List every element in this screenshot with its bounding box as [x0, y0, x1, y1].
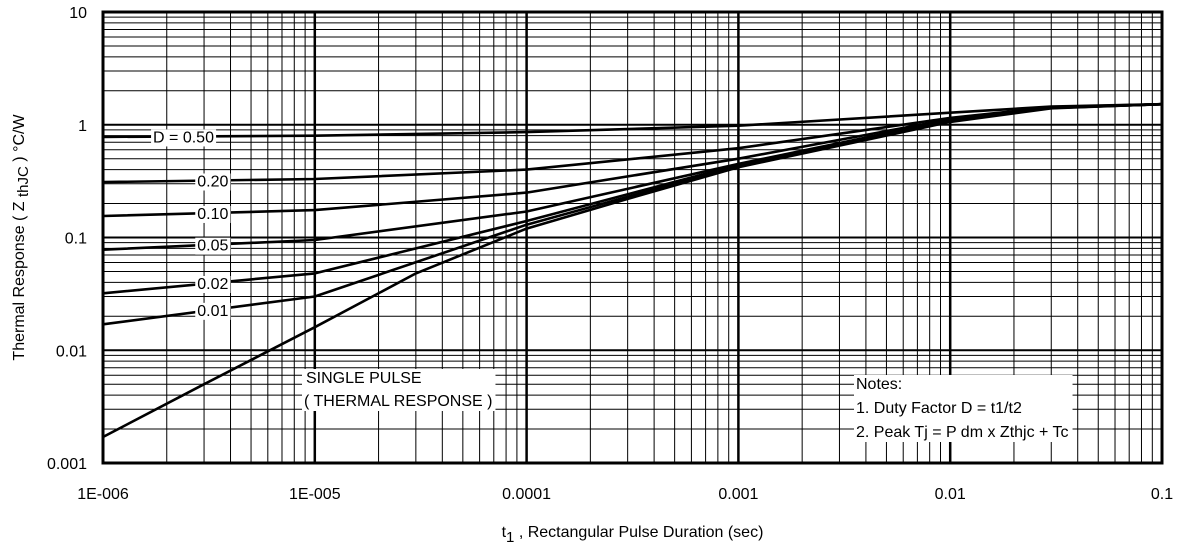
- curve-label-text: 0.02: [197, 276, 228, 293]
- single-pulse-annotation-bg: [302, 369, 496, 411]
- y-tick-label: 0.001: [47, 456, 87, 473]
- series-line-single-pulse: [102, 102, 1163, 439]
- x-tick-label: 1E-006: [77, 486, 129, 503]
- x-axis-title: t1 , Rectangular Pulse Duration (sec): [502, 524, 764, 546]
- single-pulse-annotation: SINGLE PULSE ( THERMAL RESPONSE ): [302, 369, 496, 411]
- curve-label-text: 0.05: [197, 238, 228, 255]
- curve-label: 0.10: [195, 205, 231, 223]
- curve-label-text: 0.10: [197, 206, 228, 223]
- curve-label: 0.20: [195, 173, 231, 191]
- y-axis-title-subscript: thJC: [15, 166, 32, 197]
- curve-label-text: D = 0.50: [153, 129, 214, 146]
- x-axis-title-subscript: 1: [506, 529, 514, 546]
- curve-label-layer: D = 0.50 0.20 0.10 0.05 0.02 0.01: [151, 129, 231, 320]
- curve-label-bg: [195, 205, 231, 223]
- curve-label: 0.01: [195, 302, 231, 320]
- y-tick-label: 1: [78, 118, 87, 135]
- series-line-d-0-50: [102, 102, 1163, 139]
- curve-label-bg: [195, 302, 231, 320]
- curve-label-text: 0.20: [197, 174, 228, 191]
- curve-label-bg: [195, 173, 231, 191]
- x-axis-title-prefix: t: [502, 524, 507, 541]
- x-tick-label: 0.0001: [502, 486, 551, 503]
- curve-label: 0.05: [195, 237, 231, 255]
- y-axis-title-main: Thermal Response ( Z: [11, 197, 28, 361]
- curve-label-bg: [195, 275, 231, 293]
- y-tick-label: 10: [69, 5, 87, 22]
- curve-label: D = 0.50: [151, 129, 217, 147]
- x-tick-label: 0.01: [935, 486, 966, 503]
- curve-label-text: 0.01: [197, 303, 228, 320]
- y-tick-label: 0.01: [56, 343, 87, 360]
- notes-annotation-bg: [854, 375, 1073, 442]
- curve-label-bg: [151, 129, 217, 147]
- curve-label-bg: [195, 237, 231, 255]
- notes-line-peak-tj: 2. Peak Tj = P dm x Zthjc + Tc: [856, 424, 1069, 441]
- x-tick-labels: 1E-006 1E-005 0.0001 0.001 0.01 0.1: [77, 486, 1173, 503]
- notes-line-duty-factor: 1. Duty Factor D = t1/t2: [856, 400, 1022, 417]
- curve-label: 0.02: [195, 275, 231, 293]
- y-tick-label: 0.1: [65, 231, 87, 248]
- x-tick-label: 0.1: [1151, 486, 1173, 503]
- y-tick-labels: 0.001 0.01 0.1 1 10: [47, 5, 87, 473]
- x-axis-title-rest: , Rectangular Pulse Duration (sec): [514, 524, 763, 541]
- x-tick-label: 0.001: [718, 486, 758, 503]
- y-axis-title-tail: ) °C/W: [11, 114, 28, 167]
- y-axis-title: Thermal Response ( Z thJC ) °C/W: [11, 114, 32, 361]
- single-pulse-text: SINGLE PULSE: [306, 370, 422, 387]
- notes-heading: Notes:: [856, 376, 902, 393]
- plot-frame: [101, 10, 1164, 465]
- notes-annotation: Notes: 1. Duty Factor D = t1/t2 2. Peak …: [854, 375, 1073, 442]
- thermal-response-text: ( THERMAL RESPONSE ): [304, 393, 492, 410]
- x-tick-label: 1E-005: [289, 486, 341, 503]
- series-layer: [102, 102, 1163, 439]
